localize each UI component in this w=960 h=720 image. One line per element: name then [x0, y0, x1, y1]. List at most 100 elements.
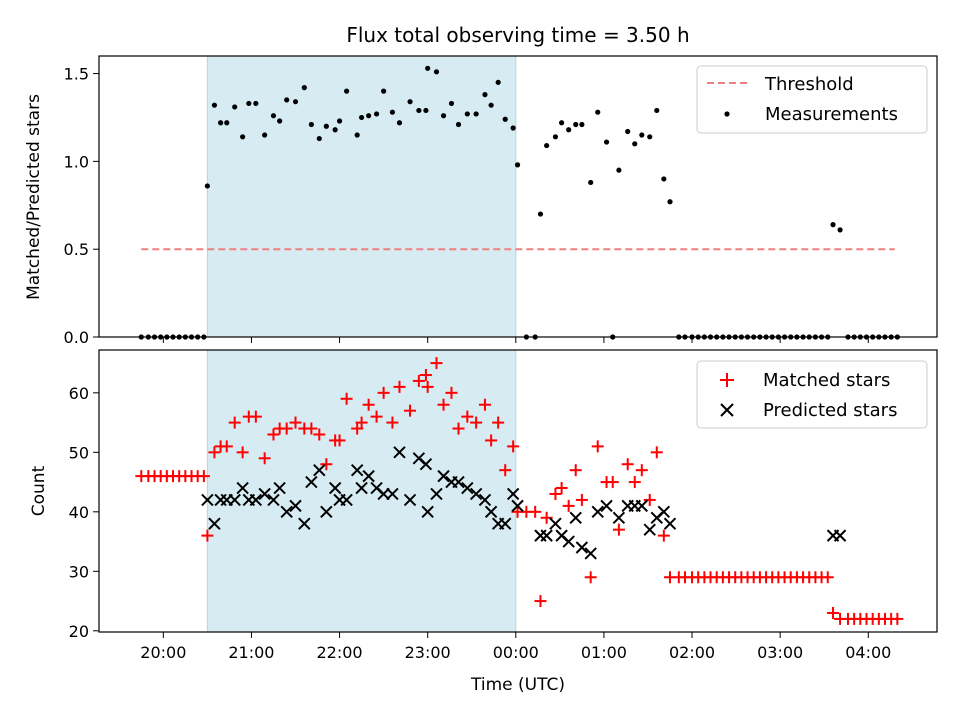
predicted-star-point [313, 463, 326, 477]
matched-star-point [562, 499, 575, 512]
matched-star-point [412, 374, 425, 387]
y-tick-label: 0.5 [64, 240, 89, 259]
measurement-point [667, 199, 673, 205]
bottom-panel-y-axis: 20 30 40 50 60 [69, 384, 99, 641]
predicted-star-point [421, 505, 434, 519]
predicted-star-point [340, 493, 353, 507]
y-tick-label: 1.5 [64, 65, 89, 84]
x-tick-label: 02:00 [669, 643, 715, 662]
bottom-panel-marks [135, 357, 904, 625]
predicted-star-point [419, 458, 433, 471]
predicted-star-point [298, 517, 311, 530]
measurement-point [595, 109, 601, 115]
measurement-point [292, 99, 299, 105]
predicted-star-point [355, 481, 368, 495]
predicted-star-point [600, 499, 613, 513]
measurement-point [416, 107, 422, 114]
measurement-point [246, 100, 252, 107]
x-tick-label: 20:00 [140, 643, 186, 662]
measurement-point [277, 118, 283, 124]
measurement-point [440, 113, 447, 119]
measurement-point [284, 97, 290, 103]
measurement-point [381, 88, 387, 94]
measurement-point [358, 114, 365, 121]
matched-star-point [208, 446, 221, 459]
predicted-star-point [612, 511, 626, 524]
measurement-point [537, 211, 544, 217]
measurement-point [482, 92, 488, 98]
predicted-star-point [258, 487, 271, 501]
predicted-star-point [236, 481, 249, 495]
measurement-point [625, 128, 631, 135]
matched-star-point [430, 357, 443, 370]
measurement-point [270, 113, 277, 119]
measurement-point [579, 121, 585, 128]
x-tick-label: 03:00 [757, 643, 803, 662]
measurement-point [224, 120, 230, 126]
predicted-star-point [657, 505, 671, 519]
measurement-point [407, 99, 413, 105]
matched-star-point [386, 416, 399, 429]
measurement-point [301, 85, 307, 91]
matched-star-point [635, 464, 648, 477]
predicted-star-point [228, 493, 241, 507]
bottom-legend-predicted-label: Predicted stars [763, 400, 897, 421]
matched-star-point [584, 571, 597, 584]
measurement-point [373, 111, 380, 117]
matched-star-point [461, 410, 474, 423]
matched-star-point [555, 482, 568, 495]
predicted-star-point [320, 505, 333, 519]
bottom-panel-legend: Matched stars Predicted stars [696, 360, 928, 429]
predicted-star-point [534, 529, 547, 542]
measurement-point [253, 100, 259, 107]
measurement-point [448, 100, 455, 107]
measurement-point [559, 120, 565, 126]
measurement-point [647, 134, 653, 140]
y-tick-label: 20 [69, 622, 89, 641]
top-legend-measurements-label: Measurements [765, 104, 898, 125]
matched-star-point [197, 470, 210, 483]
top-panel-ylabel: Matched/Predicted stars [24, 94, 44, 300]
measurement-point [510, 125, 516, 131]
matched-star-point [827, 606, 840, 619]
matched-star-point [228, 416, 241, 429]
x-tick-label: 21:00 [228, 643, 274, 662]
matched-star-point [529, 505, 542, 518]
measurement-point [514, 162, 521, 168]
measurement-point [323, 123, 329, 129]
bottom-panel: 20 30 40 50 60 20:00 21:00 22:00 23:00 00:00 01:0… [29, 349, 938, 695]
matched-star-point [891, 612, 904, 625]
x-tick-label: 04:00 [845, 643, 891, 662]
measurement-point [616, 167, 622, 173]
matched-star-point [320, 458, 333, 471]
predicted-star-point [575, 541, 589, 554]
measurement-point [423, 107, 429, 114]
measurement-point [232, 104, 238, 110]
top-panel-frame [98, 55, 938, 338]
measurement-point [262, 132, 268, 138]
matched-star-point [612, 523, 625, 536]
predicted-star-point [328, 481, 342, 495]
measurement-point [316, 135, 322, 142]
top-legend-measurements-swatch [724, 111, 730, 117]
bottom-legend-predicted-swatch [720, 403, 734, 417]
predicted-star-point [484, 505, 498, 519]
predicted-star-point [437, 469, 450, 483]
matched-star-point [507, 440, 520, 453]
measurement-point [425, 65, 431, 71]
bottom-legend-matched-swatch [720, 373, 734, 387]
matched-star-point [249, 410, 262, 423]
measurement-point [573, 121, 579, 128]
matched-star-point [657, 529, 670, 542]
measurement-point [544, 142, 550, 149]
matched-star-point [362, 398, 375, 411]
predicted-star-point [289, 499, 302, 513]
measurement-point [488, 102, 494, 108]
matched-star-point [452, 422, 465, 435]
measurement-point [218, 120, 224, 126]
top-panel-x-ticks [162, 337, 869, 343]
measurement-point [308, 121, 314, 128]
predicted-star-point [549, 517, 562, 530]
matched-star-point [575, 493, 588, 506]
